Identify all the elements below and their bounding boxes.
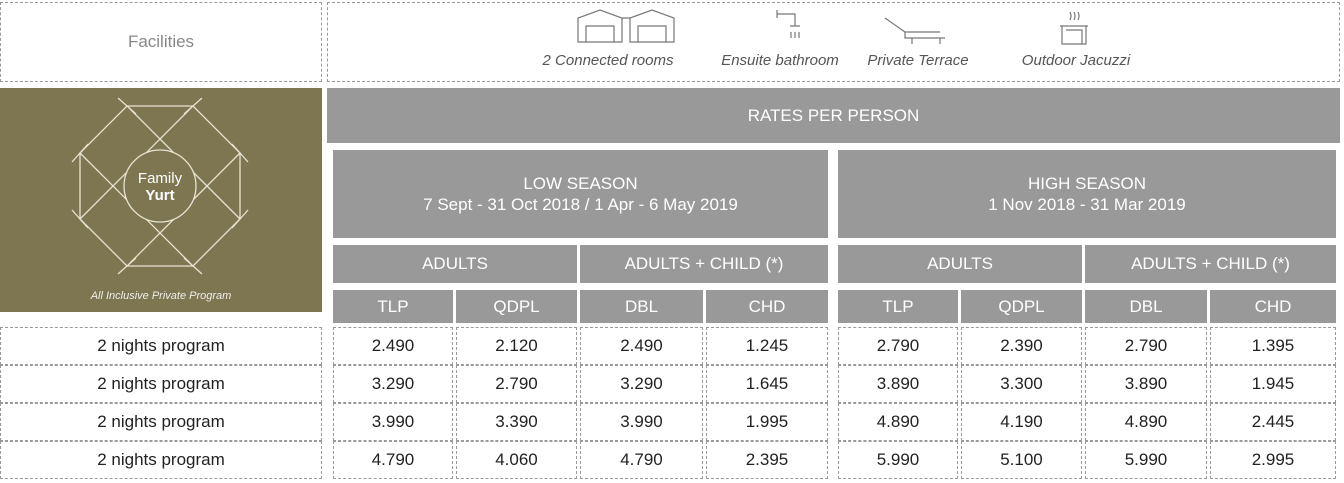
- column-header: DBL: [580, 290, 703, 323]
- logo-line1: Family: [137, 169, 183, 187]
- column-header: DBL: [1085, 290, 1207, 323]
- rate-cell: 5.990: [1085, 441, 1207, 479]
- facility: Ensuite bathroom: [721, 52, 839, 69]
- column-header: TLP: [838, 290, 958, 323]
- rate-cell: 2.490: [333, 327, 453, 365]
- rate-cell: 3.290: [333, 365, 453, 403]
- rate-cell: 4.790: [580, 441, 703, 479]
- group-header: ADULTS: [333, 245, 577, 283]
- season-name: HIGH SEASON: [1027, 174, 1147, 193]
- rate-cell: 2.995: [1210, 441, 1336, 479]
- rate-cell: 4.890: [1085, 403, 1207, 441]
- rate-cell: 1.245: [706, 327, 828, 365]
- facility: Outdoor Jacuzzi: [1021, 52, 1131, 69]
- column-header: QDPL: [456, 290, 577, 323]
- row-label: 2 nights program: [0, 441, 322, 479]
- rate-cell: 1.995: [706, 403, 828, 441]
- rate-cell: 3.990: [580, 403, 703, 441]
- rate-cell: 4.790: [333, 441, 453, 479]
- facility-icons: [577, 9, 1088, 45]
- logo-graphic: [71, 97, 249, 275]
- season-header: LOW SEASON 7 Sept - 31 Oct 2018 / 1 Apr -…: [333, 150, 828, 238]
- group-header: ADULTS + CHILD (*): [1085, 245, 1336, 283]
- row-label: 2 nights program: [0, 403, 322, 441]
- rate-cell: 2.390: [961, 327, 1082, 365]
- rate-cell: 2.490: [580, 327, 703, 365]
- rate-cell: 3.390: [456, 403, 577, 441]
- facility: 2 Connected rooms: [542, 52, 674, 69]
- facilities-box: [327, 2, 1340, 82]
- facility: Private Terrace: [867, 52, 969, 69]
- rate-cell: 2.790: [456, 365, 577, 403]
- column-header: CHD: [706, 290, 828, 323]
- column-header: CHD: [1210, 290, 1336, 323]
- season-dates: 1 Nov 2018 - 31 Mar 2019: [988, 195, 1186, 214]
- jacuzzi-icon: [1060, 11, 1088, 45]
- facilities-label: Facilities: [0, 2, 322, 82]
- rate-cell: 1.395: [1210, 327, 1336, 365]
- rate-cell: 3.990: [333, 403, 453, 441]
- group-header: ADULTS: [838, 245, 1082, 283]
- rate-cell: 2.120: [456, 327, 577, 365]
- column-header: QDPL: [961, 290, 1082, 323]
- rate-cell: 2.395: [706, 441, 828, 479]
- rate-cell: 4.190: [961, 403, 1082, 441]
- row-label: 2 nights program: [0, 365, 322, 403]
- rooms-icon: [577, 9, 675, 43]
- row-label: 2 nights program: [0, 327, 322, 365]
- bathroom-icon: [776, 10, 800, 38]
- rate-cell: 3.300: [961, 365, 1082, 403]
- season-dates: 7 Sept - 31 Oct 2018 / 1 Apr - 6 May 201…: [423, 195, 738, 214]
- rates-header: RATES PER PERSON: [327, 88, 1340, 143]
- rate-cell: 3.890: [1085, 365, 1207, 403]
- rate-cell: 5.990: [838, 441, 958, 479]
- rate-cell: 2.790: [1085, 327, 1207, 365]
- rate-cell: 1.945: [1210, 365, 1336, 403]
- group-header: ADULTS + CHILD (*): [580, 245, 828, 283]
- rate-cell: 4.890: [838, 403, 958, 441]
- terrace-icon: [884, 17, 945, 44]
- rate-cell: 3.290: [580, 365, 703, 403]
- season-header: HIGH SEASON 1 Nov 2018 - 31 Mar 2019: [838, 150, 1336, 238]
- rate-cell: 1.645: [706, 365, 828, 403]
- logo-line2: Yurt: [145, 186, 175, 204]
- rate-cell: 2.445: [1210, 403, 1336, 441]
- rate-cell: 4.060: [456, 441, 577, 479]
- rate-cell: 3.890: [838, 365, 958, 403]
- rate-cell: 5.100: [961, 441, 1082, 479]
- column-header: TLP: [333, 290, 453, 323]
- logo-caption: All Inclusive Private Program: [90, 290, 232, 302]
- rate-cell: 2.790: [838, 327, 958, 365]
- season-name: LOW SEASON: [523, 174, 638, 193]
